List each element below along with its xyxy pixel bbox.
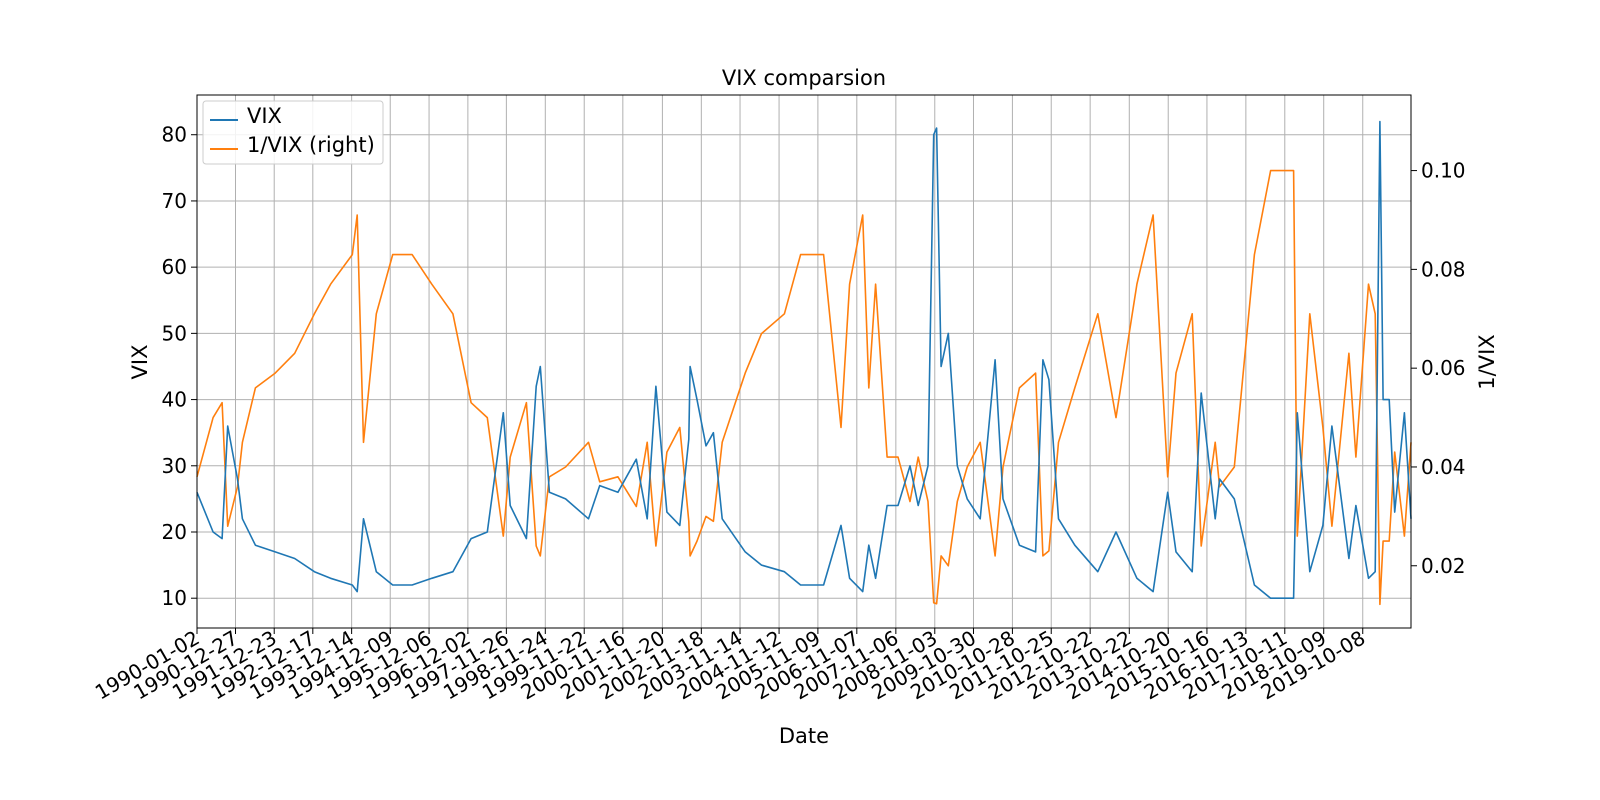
y2-axis-ticks: 0.02 0.04 0.06 0.08 0.10: [1411, 159, 1466, 578]
legend-label-vix: VIX: [247, 104, 282, 128]
legend-label-inverse-vix: 1/VIX (right): [247, 133, 375, 157]
legend: VIX 1/VIX (right): [202, 100, 384, 165]
chart-title: VIX comparsion: [722, 66, 886, 90]
y-tick-label: 60: [162, 255, 187, 279]
y-tick-label: 50: [162, 321, 187, 345]
y2-tick-label: 0.02: [1421, 554, 1466, 578]
y-tick-label: 40: [162, 388, 187, 412]
plot-area-frame: [196, 94, 1412, 629]
legend-box: [202, 100, 384, 165]
y-tick-label: 70: [162, 189, 187, 213]
series-line-inverse-vix: [196, 169, 1412, 606]
y2-tick-label: 0.10: [1421, 159, 1466, 183]
series-lines: [196, 120, 1412, 606]
y-tick-label: 20: [162, 520, 187, 544]
y2-tick-label: 0.06: [1421, 356, 1466, 380]
y-axis-label: VIX: [128, 345, 152, 380]
y-tick-label: 10: [162, 586, 187, 610]
series-line-vix: [196, 120, 1412, 600]
grid-lines: [196, 95, 1411, 628]
y2-tick-label: 0.08: [1421, 257, 1466, 281]
x-axis-ticks: 1990-01-021990-12-271991-12-231992-12-17…: [91, 626, 1369, 705]
y-tick-label: 80: [162, 123, 187, 147]
y-axis-ticks: 10 20 30 40 50 60 70 80: [162, 123, 197, 610]
y2-axis-label: 1/VIX: [1475, 334, 1499, 389]
y2-tick-label: 0.04: [1421, 455, 1466, 479]
y-tick-label: 30: [162, 454, 187, 478]
x-axis-label: Date: [779, 724, 829, 748]
